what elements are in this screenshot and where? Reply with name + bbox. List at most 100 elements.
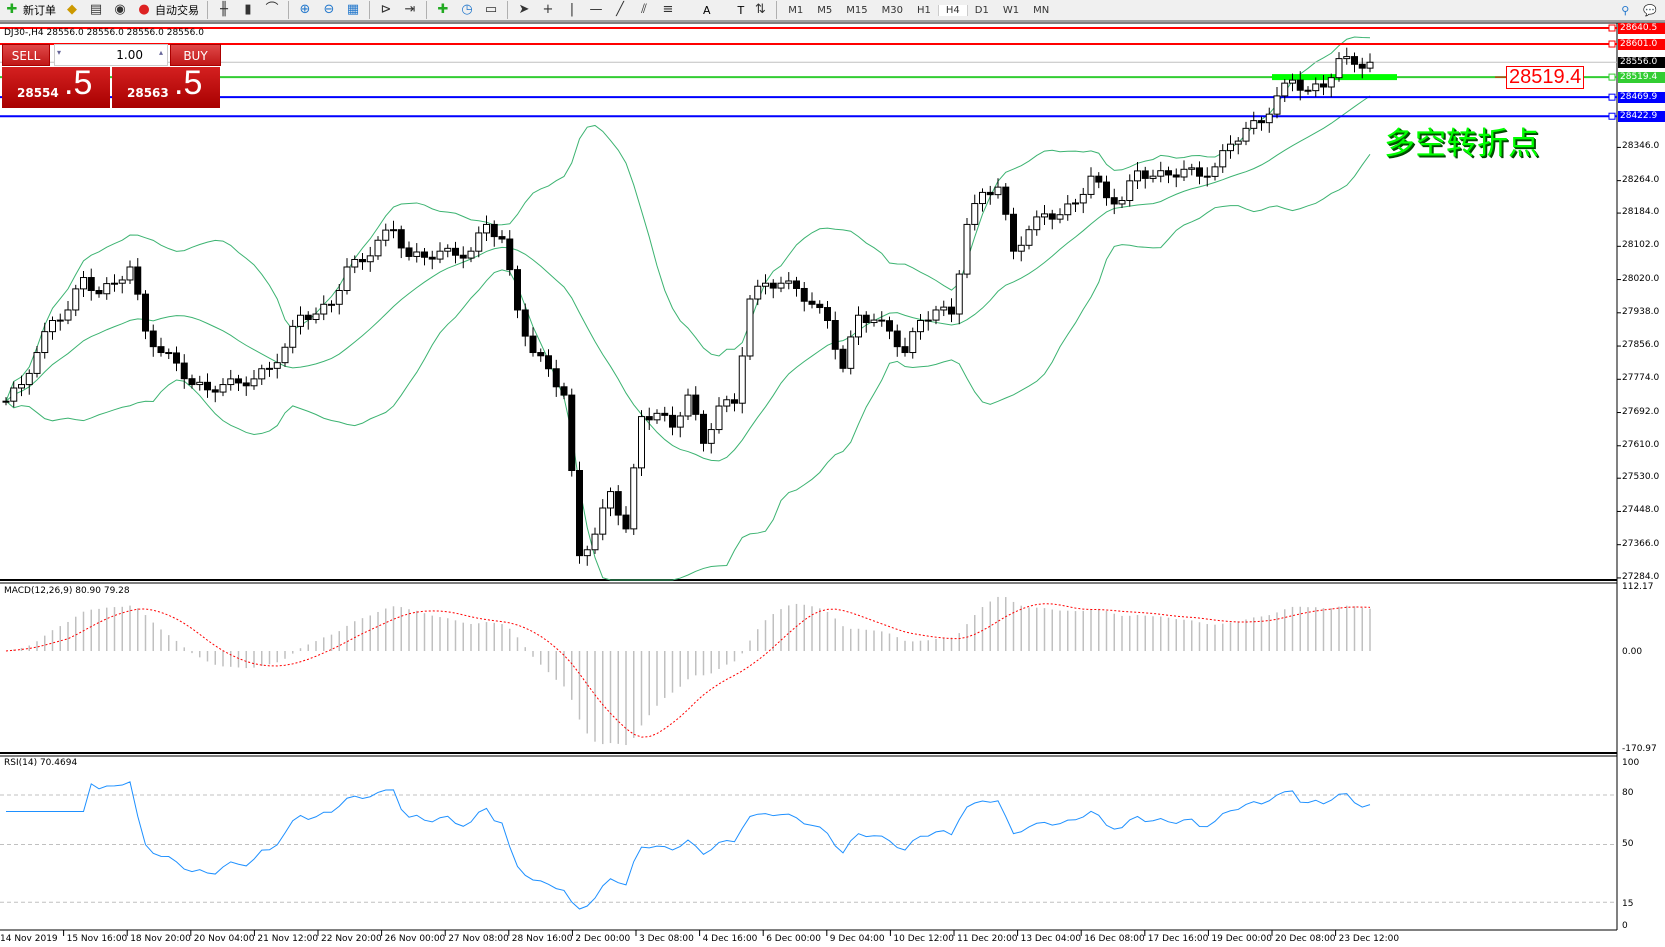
- zoom-out-button[interactable]: ⊖: [317, 0, 341, 20]
- autoscroll-button[interactable]: ⇥: [398, 0, 422, 20]
- lot-size-input[interactable]: ▾ 1.00 ▴: [54, 44, 168, 66]
- price-tag: 28556.0: [1618, 56, 1665, 68]
- candle-bear: [839, 348, 847, 369]
- crosshair-button[interactable]: +: [536, 0, 560, 20]
- trendline-button[interactable]: ╱: [608, 0, 632, 20]
- candle-bear: [552, 368, 560, 388]
- vertical-line-button[interactable]: |: [560, 0, 584, 20]
- time-axis-label: 15 Nov 16:00: [66, 934, 128, 944]
- timeframe-m5[interactable]: M5: [817, 4, 833, 16]
- candle-bear: [1165, 170, 1172, 176]
- periods-clock-button[interactable]: ◷: [455, 0, 479, 20]
- candle-bear: [769, 282, 777, 289]
- timeframe-h1[interactable]: H1: [916, 4, 931, 16]
- candle-bull: [1227, 143, 1234, 152]
- indicators-button[interactable]: ✚: [431, 0, 455, 20]
- buy-price-button[interactable]: 28563 .5: [112, 64, 220, 108]
- chat-icon[interactable]: 💬: [1643, 3, 1657, 17]
- timeframe-m30[interactable]: M30: [881, 4, 903, 16]
- candle-bear: [188, 378, 196, 386]
- buy-price: 28563: [127, 86, 169, 100]
- price-axis-label: 27774.0: [1622, 373, 1660, 384]
- timeframe-m1[interactable]: M1: [788, 4, 804, 16]
- buy-price-pips: .5: [174, 64, 203, 102]
- price-tag: 28601.0: [1618, 38, 1665, 50]
- candle-bull: [979, 191, 986, 205]
- timeframe-d1[interactable]: D1: [974, 4, 989, 16]
- candle-bull: [971, 203, 979, 225]
- templates-button[interactable]: ▭: [479, 0, 503, 20]
- buy-button[interactable]: BUY: [170, 44, 221, 66]
- candle-bull: [366, 255, 374, 263]
- signal-button[interactable]: ◉: [108, 0, 132, 20]
- candle-bull: [1312, 83, 1320, 92]
- candle-bull: [18, 384, 25, 389]
- text-label-button[interactable]: T: [715, 0, 749, 20]
- equidistant-channel-button[interactable]: ⫽: [632, 0, 656, 20]
- sell-button[interactable]: SELL: [2, 44, 50, 66]
- candle-bull: [25, 372, 33, 386]
- candle-bear: [490, 223, 498, 238]
- tile-windows-button[interactable]: ▦: [341, 0, 365, 20]
- price-label-box[interactable]: 28519.4: [1506, 66, 1585, 89]
- auto-trading-button[interactable]: ● 自动交易: [132, 0, 203, 20]
- sell-price-button[interactable]: 28554 .5: [2, 64, 110, 108]
- horizontal-line-button[interactable]: —: [584, 0, 608, 20]
- rsi-axis-label: 15: [1622, 899, 1634, 909]
- lot-increase-icon[interactable]: ▴: [158, 48, 163, 57]
- candle-bull: [258, 368, 266, 380]
- time-axis-label: 21 Nov 12:00: [257, 934, 319, 944]
- line-chart-button[interactable]: ⌒: [260, 0, 284, 20]
- candlestick-button[interactable]: ▮: [236, 0, 260, 20]
- candle-bear: [149, 330, 157, 348]
- candle-bear: [948, 306, 955, 315]
- candle-bear: [142, 293, 149, 332]
- sell-price: 28554: [17, 86, 59, 100]
- highlight-bar: [1272, 74, 1397, 81]
- toolbar-label: 自动交易: [155, 4, 199, 17]
- zoom-in-button[interactable]: ⊕: [293, 0, 317, 20]
- candle-bear: [545, 355, 552, 370]
- text-button[interactable]: A: [680, 0, 715, 20]
- search-icon[interactable]: ⚲: [1621, 3, 1630, 17]
- rsi-line: [6, 781, 1371, 910]
- timeframe-h4[interactable]: H4: [937, 4, 968, 16]
- timeframe-w1[interactable]: W1: [1002, 4, 1020, 16]
- candle-bull: [126, 266, 134, 281]
- price-axis-label: 27856.0: [1622, 340, 1660, 351]
- candle-bull: [281, 346, 289, 364]
- candle-bull: [1087, 175, 1095, 195]
- candle-bear: [1351, 56, 1358, 65]
- candle-bull: [196, 381, 204, 386]
- bar-chart-button[interactable]: ╫: [212, 0, 236, 20]
- lot-decrease-icon[interactable]: ▾: [57, 48, 62, 57]
- candle-bull: [1289, 79, 1296, 84]
- macd-label: MACD(12,26,9) 80.90 79.28: [4, 586, 130, 596]
- candle-bear: [405, 247, 413, 257]
- candle-bull: [1126, 180, 1134, 202]
- candle-bull: [390, 229, 397, 232]
- toolbar-separator: [288, 1, 289, 19]
- cursor-button[interactable]: ➤: [512, 0, 536, 20]
- rsi-axis-label: 50: [1622, 839, 1634, 849]
- chart-shift-button[interactable]: ⊳: [374, 0, 398, 20]
- time-axis-label: 4 Dec 16:00: [702, 934, 758, 944]
- arrows-button[interactable]: ⇅: [748, 0, 772, 20]
- new-order-button[interactable]: ✚ 新订单: [0, 0, 60, 20]
- candle-bull: [847, 336, 855, 369]
- lot-value[interactable]: 1.00: [116, 48, 143, 62]
- candle-bear: [134, 266, 142, 295]
- candle-bear: [359, 258, 366, 263]
- candle-bull: [994, 186, 1002, 196]
- fibonacci-button[interactable]: ≡: [656, 0, 680, 20]
- toolbar: ✚ 新订单 ◆ ▤ ◉ ● 自动交易 ╫ ▮ ⌒ ⊕ ⊖ ▦ ⊳ ⇥ ✚ ◷ ▭ ➤ + | — ╱ ⫽ ≡ A T ⇅ M1 M5 M15…: [0, 0, 1665, 22]
- annotation-text[interactable]: 多空转折点: [1384, 126, 1539, 162]
- navigator-button[interactable]: ▤: [84, 0, 108, 20]
- candle-bull: [1219, 150, 1227, 168]
- timeframe-mn[interactable]: MN: [1033, 4, 1050, 16]
- market-watch-button[interactable]: ◆: [60, 0, 84, 20]
- candle-bear: [498, 236, 506, 240]
- timeframe-m15[interactable]: M15: [846, 4, 868, 16]
- candle-bull: [715, 405, 723, 431]
